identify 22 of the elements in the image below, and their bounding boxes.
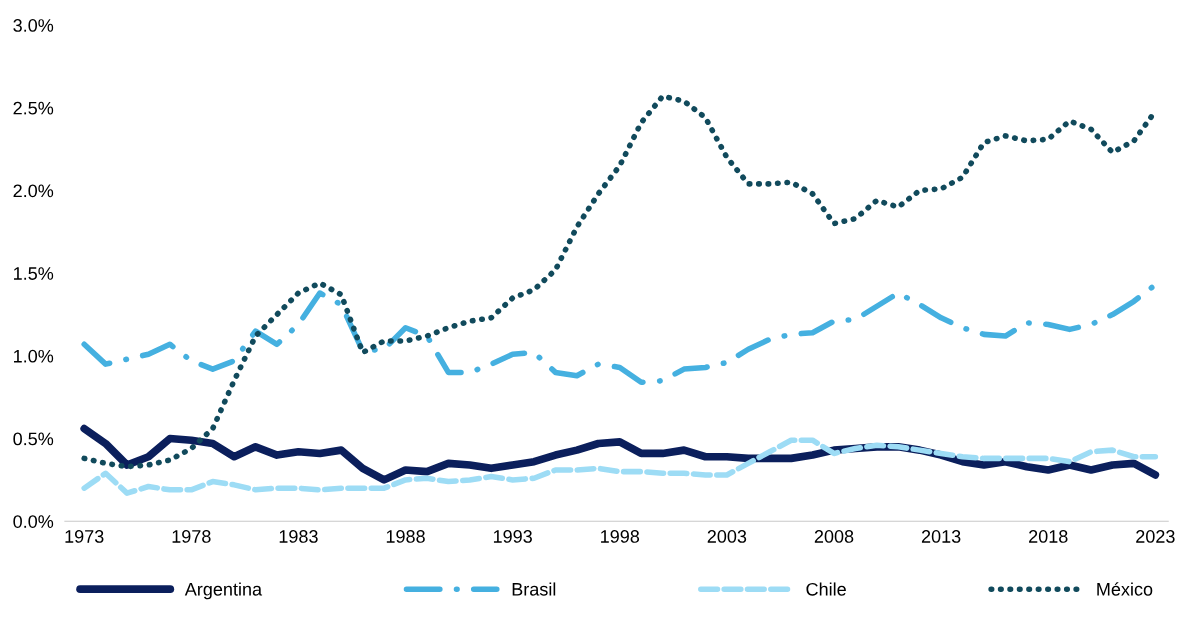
x-tick-label: 1978 [172,530,211,543]
x-tick-label: 1983 [279,530,318,543]
x-tick-label: 2003 [707,530,747,543]
legend-label: Chile [806,582,846,596]
legend-label: Argentina [184,582,263,600]
legend-label: México [1097,582,1153,596]
legend-label: Brasil [512,582,556,596]
y-tick-label: 1.0% [14,349,54,363]
x-tick-label: 2013 [921,530,961,543]
x-tick-label: 1998 [601,530,640,543]
x-tick-label: 1973 [65,530,104,543]
y-tick-label: 0.5% [13,432,54,446]
x-tick-label: 1993 [493,530,532,543]
x-tick-label: 1988 [386,530,425,543]
x-tick-label: 2018 [1029,530,1068,543]
y-tick-label: 2.5% [13,101,54,115]
x-tick-label: 2023 [1136,530,1175,543]
y-tick-label: 0.0% [13,515,54,528]
y-tick-label: 3.0% [13,19,54,32]
y-tick-label: 1.5% [14,267,54,280]
y-tick-label: 2.0% [13,184,54,198]
x-tick-label: 2008 [814,530,854,543]
